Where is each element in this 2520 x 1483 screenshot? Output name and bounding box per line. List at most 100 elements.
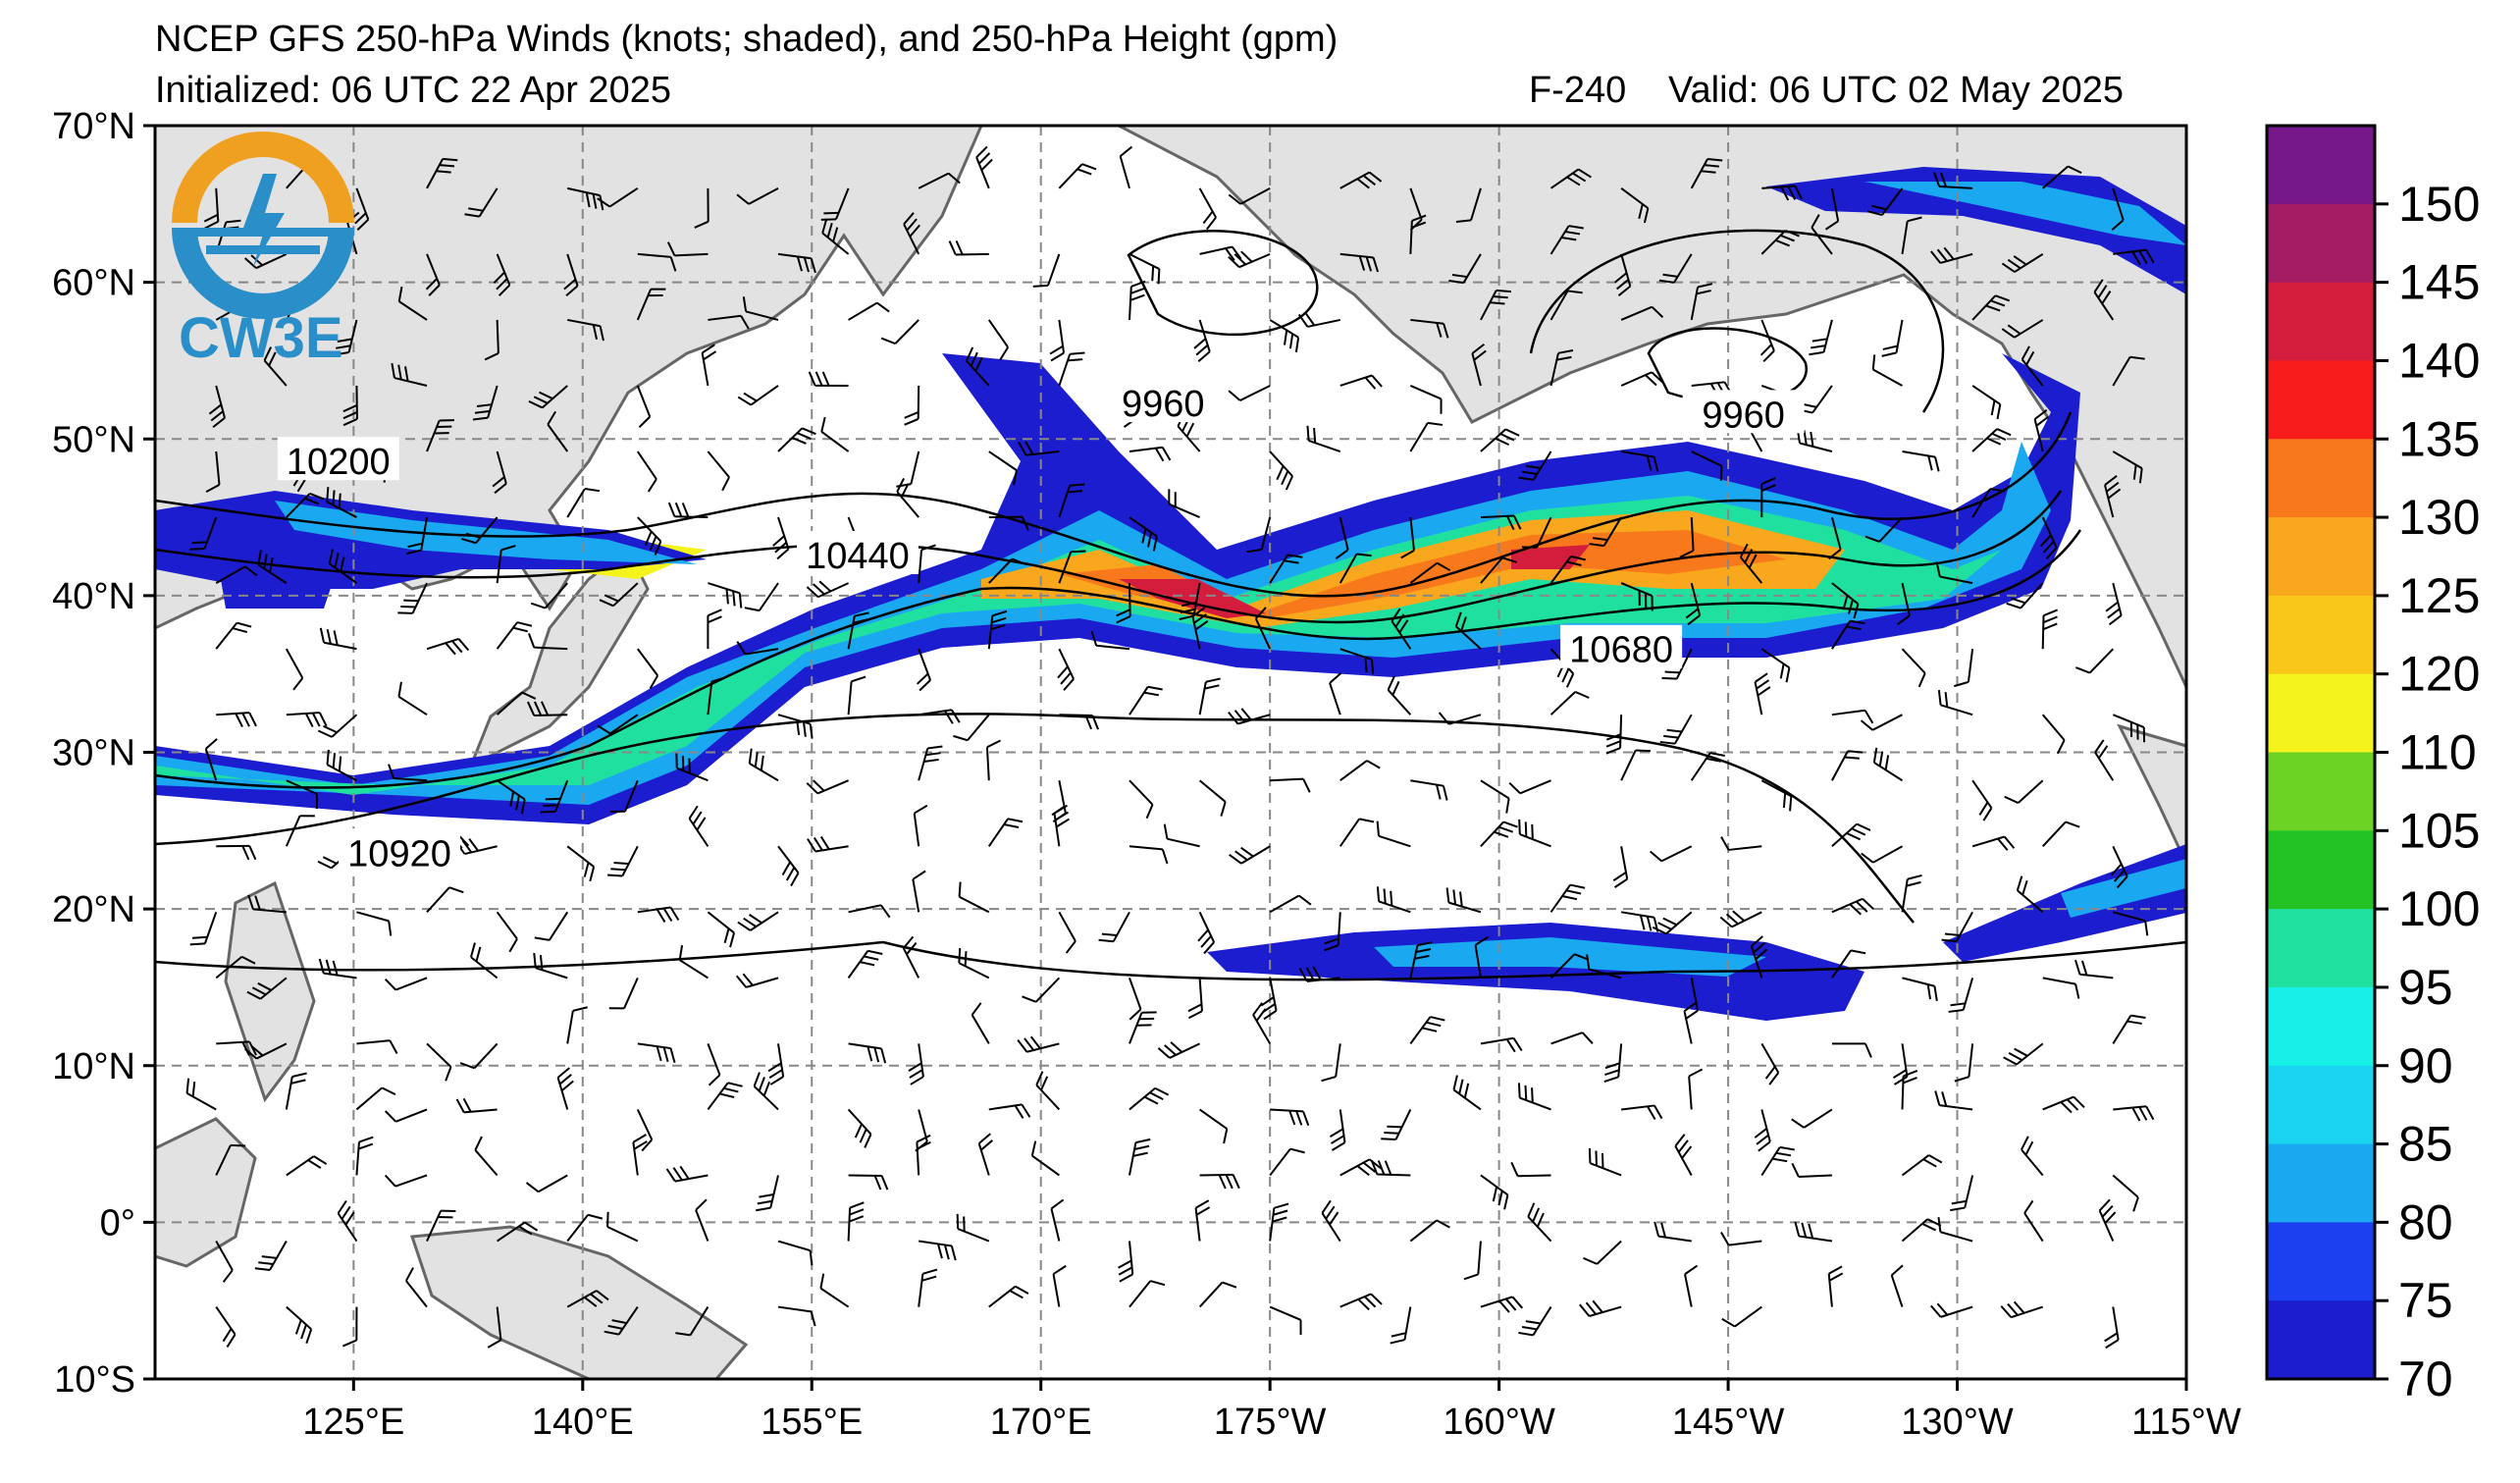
wind-barb [556,1067,574,1110]
wind-barb [919,709,961,724]
wind-barb [328,549,358,584]
wind-barb [1329,672,1342,715]
wind-barb [753,1072,779,1111]
wind-barb [847,675,866,715]
wind-barb [1187,978,1203,1020]
wind-barb [1339,553,1372,584]
colorbar-swatch [2267,360,2375,440]
wind-barb [1198,1281,1237,1308]
wind-barb [1321,1199,1341,1243]
colorbar-swatch [2267,752,2375,831]
wind-barb [215,955,256,980]
wind-barb [496,691,537,715]
wind-barb [355,1136,374,1176]
wind-barb [903,212,920,255]
wind-barb [464,187,499,218]
wind-barb [608,977,639,1010]
wind-barb [1831,897,1874,916]
wind-barb [1376,821,1411,848]
wind-barb [912,870,926,913]
wind-barb [1339,252,1380,273]
wind-barb [599,582,639,608]
wind-barb [767,1043,785,1086]
wind-barb [1549,290,1583,321]
wind-barb [806,580,850,599]
wind-barb [1116,583,1131,624]
wind-barb [1935,561,1973,585]
wind-barb [487,1306,502,1349]
wind-barb [637,648,659,690]
wind-barb [1454,611,1482,650]
colorbar-swatch [2267,1065,2375,1145]
lon-tick-label: 160°W [1443,1402,1555,1443]
wind-barb [1759,319,1775,362]
lat-tick-label: 40°N [52,576,135,617]
wind-barb [1612,846,1629,888]
wind-barb [848,904,891,919]
wind-barb [215,621,252,650]
wind-barb [1579,1299,1622,1317]
contour-label: 10920 [339,828,461,874]
contour-label: 10200 [277,437,399,483]
wind-barb [1760,229,1800,255]
wind-barb [405,1267,428,1308]
landmass-borneo [155,1117,257,1268]
lon-tick-label: 130°W [1901,1402,2014,1443]
wind-barb [1017,1035,1060,1053]
lat-tick-label: 10°N [52,1046,135,1087]
wind-barb [496,621,533,650]
wind-barb [1339,1293,1383,1311]
colorbar-tick-label: 100 [2398,881,2480,936]
wind-barb [1129,779,1154,820]
wind-barb [1508,779,1551,795]
wind-barb [1032,253,1061,288]
wind-barb [1390,1306,1412,1345]
colorbar-swatch [2267,830,2375,910]
wind-barb [1129,252,1161,285]
wind-barb [2033,409,2050,452]
height-contour [155,529,2082,789]
wind-barb [1831,1042,1872,1058]
wind-barb [808,371,849,387]
wind-barb [1589,516,1622,548]
colorbar-tick-label: 150 [2398,177,2480,232]
wind-barb [2039,516,2058,559]
wind-barb [1059,714,1099,730]
colorbar-tick-label: 140 [2398,333,2480,388]
wind-barb [1828,516,1842,560]
svg-text:9960: 9960 [1702,395,1785,436]
wind-barb [1827,1265,1844,1307]
lat-tick-label: 50°N [52,419,135,460]
wind-barb [2004,779,2044,805]
wind-barb [1650,845,1693,863]
wind-barb [1409,941,1433,979]
wind-barb [1480,779,1510,814]
wind-barb [975,145,993,189]
wind-barb [185,1078,217,1111]
svg-text:10920: 10920 [347,833,451,874]
wind-barb [1298,966,1340,982]
wind-barb [636,288,666,321]
wind-barb [1620,582,1654,611]
lon-tick-label: 140°E [532,1402,634,1443]
wind-barb [205,450,221,494]
wind-barb [1824,187,1840,231]
wind-barb [337,1199,358,1243]
wind-barb [1866,187,1904,216]
wind-barb [2042,1095,2085,1114]
wind-barb [807,835,849,853]
svg-text:9960: 9960 [1122,384,1205,425]
wind-barb [1391,608,1412,650]
wind-barb [1409,385,1443,414]
wind-barb [848,1042,887,1064]
wind-barb [2023,1199,2044,1243]
valid-time: Valid: 06 UTC 02 May 2025 [1668,70,2124,111]
wind-barb [1661,648,1693,680]
wind-barb [189,516,218,551]
wind-barb [1586,954,1622,980]
wind-barb [1193,319,1211,363]
wind-barb [1620,371,1664,387]
map-axes: 70°N 60°N 50°N 40°N 30°N 20°N 10°N 0° 10°S 125°E 1… [52,106,2241,1443]
wind-barb [847,611,869,650]
wind-barb [1550,1032,1594,1045]
